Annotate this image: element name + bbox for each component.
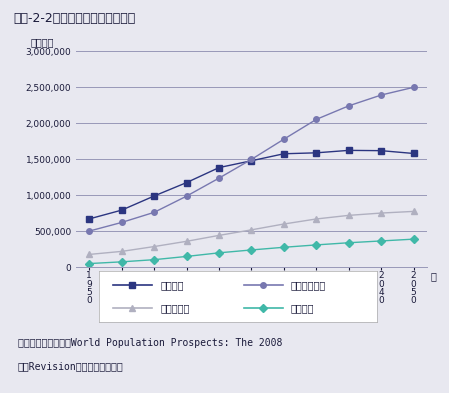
南中央アジア	[87, 229, 92, 233]
東南アジア	[87, 252, 92, 257]
東アジア	[346, 148, 352, 153]
南中央アジア	[119, 220, 124, 225]
Text: 年: 年	[430, 272, 436, 281]
南中央アジア	[411, 85, 416, 90]
南中央アジア	[249, 157, 254, 162]
東アジア	[119, 208, 124, 213]
西アジア	[119, 259, 124, 264]
東南アジア	[379, 211, 384, 215]
東アジア	[249, 158, 254, 163]
西アジア	[379, 239, 384, 243]
東アジア	[411, 151, 416, 156]
東アジア	[151, 194, 157, 198]
西アジア	[151, 257, 157, 262]
南中央アジア	[184, 194, 189, 198]
西アジア	[411, 237, 416, 241]
南中央アジア	[346, 103, 352, 108]
東南アジア	[216, 233, 222, 238]
東南アジア	[184, 239, 189, 244]
東南アジア	[119, 249, 124, 254]
東アジア	[379, 148, 384, 153]
西アジア	[184, 254, 189, 259]
東アジア	[87, 217, 92, 221]
南中央アジア	[281, 137, 286, 141]
南中央アジア	[151, 210, 157, 215]
Text: 東アジア: 東アジア	[160, 281, 184, 290]
南中央アジア	[379, 93, 384, 97]
西アジア	[216, 250, 222, 255]
南中央アジア	[216, 176, 222, 180]
東アジア	[184, 180, 189, 185]
Line: 東アジア: 東アジア	[87, 148, 416, 222]
東南アジア	[249, 228, 254, 232]
Line: 東南アジア: 東南アジア	[87, 209, 416, 257]
南中央アジア	[313, 117, 319, 122]
Text: Revision」より環境省作成: Revision」より環境省作成	[18, 362, 124, 371]
西アジア	[249, 248, 254, 252]
Text: 西アジア: 西アジア	[291, 303, 314, 313]
西アジア	[313, 242, 319, 247]
Text: 東南アジア: 東南アジア	[160, 303, 189, 313]
Text: 資料：国連人口部「World Population Prospects: The 2008: 資料：国連人口部「World Population Prospects: The…	[18, 338, 282, 348]
Text: （千人）: （千人）	[31, 37, 54, 47]
東アジア	[281, 151, 286, 156]
西アジア	[87, 261, 92, 266]
Line: 西アジア: 西アジア	[87, 236, 416, 266]
西アジア	[281, 245, 286, 250]
東南アジア	[346, 213, 352, 218]
Line: 南中央アジア: 南中央アジア	[87, 84, 416, 234]
東南アジア	[411, 209, 416, 214]
東南アジア	[281, 222, 286, 226]
東南アジア	[313, 217, 319, 221]
東南アジア	[151, 244, 157, 249]
Text: 図序-2-2　アジア地域の人口推移: 図序-2-2 アジア地域の人口推移	[13, 12, 136, 25]
東アジア	[313, 151, 319, 155]
Text: 南中央アジア: 南中央アジア	[291, 281, 326, 290]
西アジア	[346, 241, 352, 245]
東アジア	[216, 165, 222, 170]
